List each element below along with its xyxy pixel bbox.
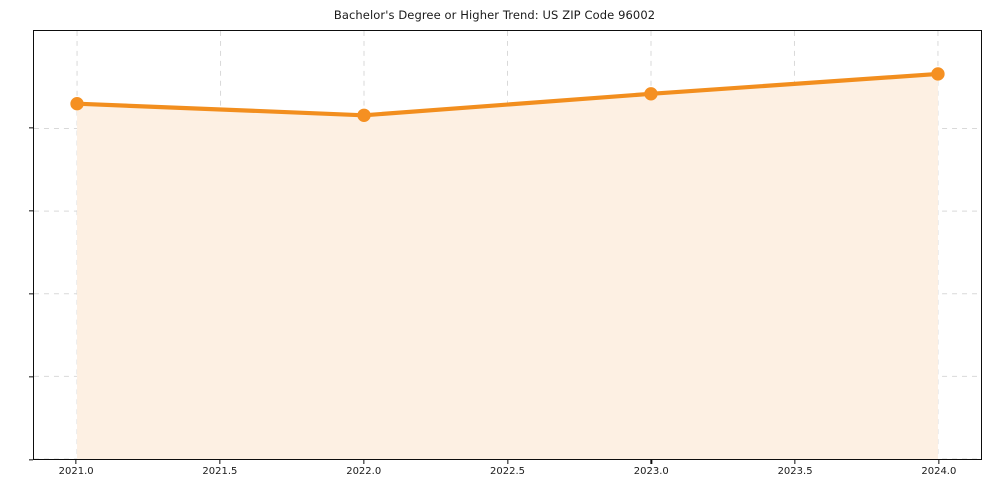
x-tick-label: 2021.5 (202, 466, 238, 477)
x-tick-label: 2023.5 (777, 466, 813, 477)
x-tick-mark (650, 460, 652, 464)
y-tick-mark (29, 376, 33, 378)
x-tick-mark (75, 460, 77, 464)
x-tick-label: 2022.0 (346, 466, 382, 477)
chart-title: Bachelor's Degree or Higher Trend: US ZI… (333, 8, 656, 22)
y-tick-mark (29, 210, 33, 212)
series-layer (70, 67, 945, 459)
x-tick-mark (506, 460, 509, 464)
y-tick-mark (29, 293, 33, 295)
x-tick-mark (794, 460, 796, 464)
y-tick-mark (29, 127, 33, 129)
x-tick-mark (219, 460, 221, 464)
plot-area (33, 30, 982, 460)
x-tick-mark (938, 460, 940, 464)
x-tick-label: 2021.0 (58, 466, 94, 477)
x-tick-label: 2022.5 (490, 466, 525, 477)
x-tick-label: 2024.0 (921, 466, 957, 477)
x-tick-label: 2023.0 (633, 466, 669, 477)
y-tick-mark (29, 459, 33, 461)
x-tick-mark (363, 460, 365, 464)
